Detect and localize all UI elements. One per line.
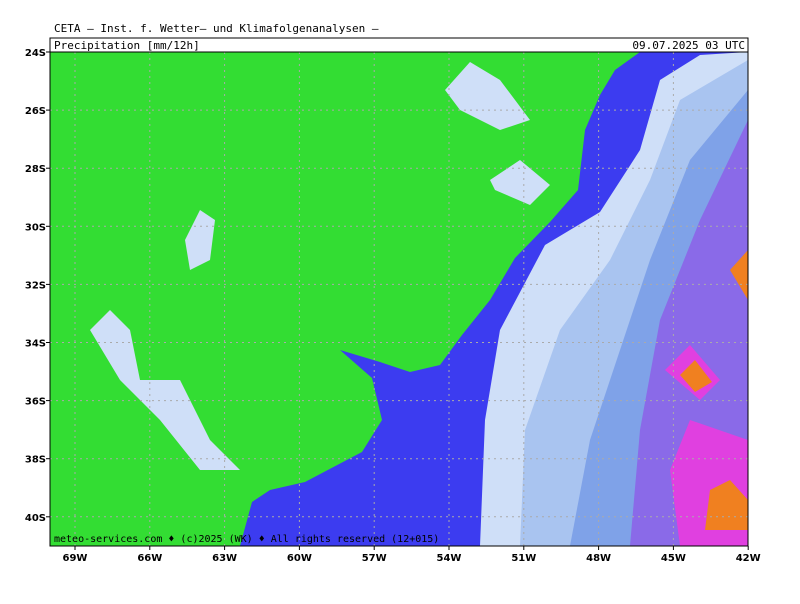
lon-label: 69W	[63, 553, 88, 564]
lat-label: 32S	[25, 280, 46, 291]
title: CETA – Inst. f. Wetter– und Klimafolgena…	[54, 22, 379, 35]
lat-label: 34S	[25, 339, 46, 350]
graticule	[50, 52, 748, 546]
precip-land	[185, 210, 215, 270]
lat-label: 24S	[25, 48, 46, 59]
credit: meteo-services.com ♦ (c)2025 (WK) ♦ All …	[54, 534, 439, 545]
map-frame	[49, 51, 749, 547]
lat-label: 38S	[25, 455, 46, 466]
lat-label: 40S	[25, 513, 46, 524]
lon-label: 54W	[437, 553, 462, 564]
precip-extreme	[705, 480, 748, 530]
lat-label: 36S	[25, 397, 46, 408]
precip-land	[90, 310, 240, 470]
lon-label: 48W	[586, 553, 611, 564]
lat-label: 30S	[25, 222, 46, 233]
lon-label: 60W	[287, 553, 312, 564]
valid-time: 09.07.2025 03 UTC	[632, 39, 745, 52]
lon-label: 66W	[137, 553, 162, 564]
precip-land	[445, 62, 530, 130]
lon-label: 45W	[661, 553, 686, 564]
lon-label: 63W	[212, 553, 237, 564]
map: meteo-services.com ♦ (c)2025 (WK) ♦ All …	[49, 51, 749, 547]
lat-label: 28S	[25, 164, 46, 175]
parameter: Precipitation [mm/12h]	[54, 39, 200, 52]
lon-label: 57W	[362, 553, 387, 564]
lon-label: 42W	[736, 553, 761, 564]
precip-extreme	[730, 250, 748, 300]
lon-label: 51W	[511, 553, 536, 564]
precip-extreme	[680, 360, 712, 392]
precip-land	[490, 160, 550, 205]
lat-label: 26S	[25, 106, 46, 117]
